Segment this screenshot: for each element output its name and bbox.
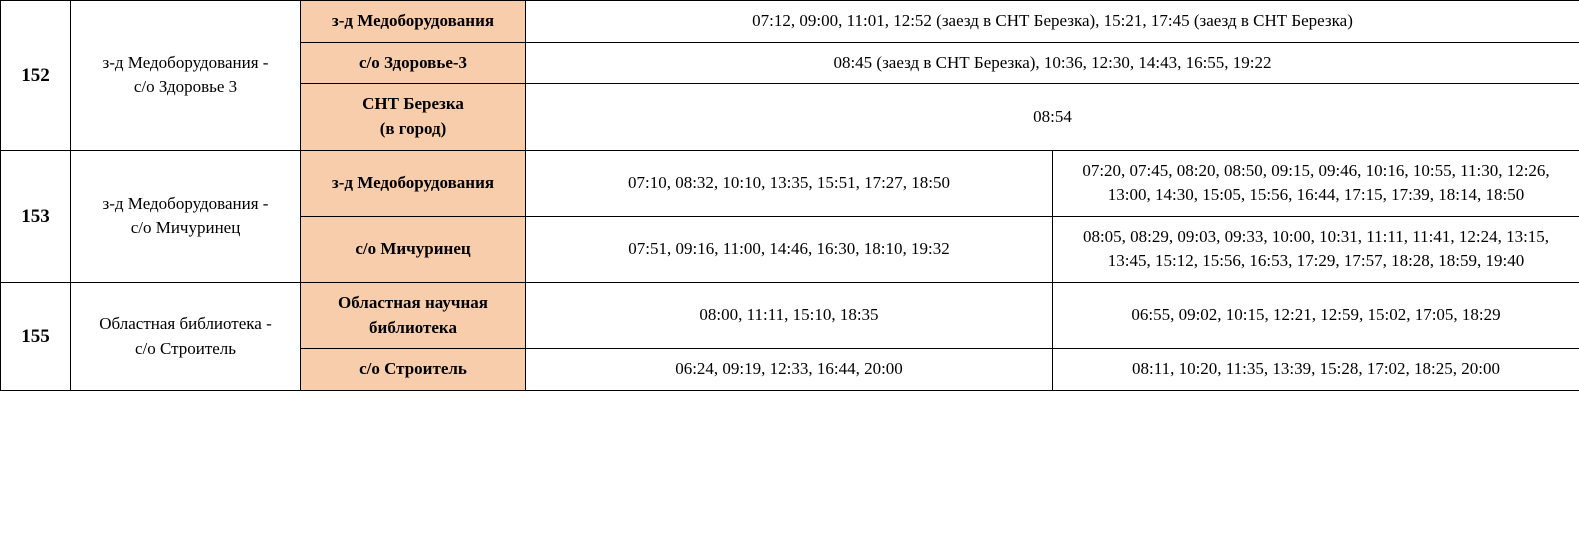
departure-times: 08:45 (заезд в СНТ Березка), 10:36, 12:3… — [526, 42, 1579, 84]
schedule-row: 155Областная библиотека -с/о СтроительОб… — [1, 283, 1579, 349]
schedule-row: 152з-д Медоборудования -с/о Здоровье 3з-… — [1, 1, 1579, 43]
stop-name: з-д Медоборудования — [301, 1, 526, 43]
departure-times-b: 07:20, 07:45, 08:20, 08:50, 09:15, 09:46… — [1053, 150, 1579, 216]
stop-name: с/о Мичуринец — [301, 216, 526, 282]
departure-times: 08:54 — [526, 84, 1579, 150]
route-number: 153 — [1, 150, 71, 283]
departure-times-a: 06:24, 09:19, 12:33, 16:44, 20:00 — [526, 349, 1053, 391]
stop-name: с/о Здоровье-3 — [301, 42, 526, 84]
route-name: Областная библиотека -с/о Строитель — [71, 283, 301, 391]
departure-times-a: 07:10, 08:32, 10:10, 13:35, 15:51, 17:27… — [526, 150, 1053, 216]
stop-name: СНТ Березка(в город) — [301, 84, 526, 150]
stop-name: Областная научнаябиблиотека — [301, 283, 526, 349]
route-number: 155 — [1, 283, 71, 391]
route-name: з-д Медоборудования -с/о Здоровье 3 — [71, 1, 301, 151]
departure-times-a: 08:00, 11:11, 15:10, 18:35 — [526, 283, 1053, 349]
stop-name: з-д Медоборудования — [301, 150, 526, 216]
schedule-row: 153з-д Медоборудования -с/о Мичуринецз-д… — [1, 150, 1579, 216]
departure-times-b: 08:11, 10:20, 11:35, 13:39, 15:28, 17:02… — [1053, 349, 1579, 391]
departure-times-a: 07:51, 09:16, 11:00, 14:46, 16:30, 18:10… — [526, 216, 1053, 282]
departure-times: 07:12, 09:00, 11:01, 12:52 (заезд в СНТ … — [526, 1, 1579, 43]
stop-name: с/о Строитель — [301, 349, 526, 391]
route-number: 152 — [1, 1, 71, 151]
departure-times-b: 06:55, 09:02, 10:15, 12:21, 12:59, 15:02… — [1053, 283, 1579, 349]
departure-times-b: 08:05, 08:29, 09:03, 09:33, 10:00, 10:31… — [1053, 216, 1579, 282]
schedule-table: 152з-д Медоборудования -с/о Здоровье 3з-… — [0, 0, 1579, 391]
route-name: з-д Медоборудования -с/о Мичуринец — [71, 150, 301, 283]
